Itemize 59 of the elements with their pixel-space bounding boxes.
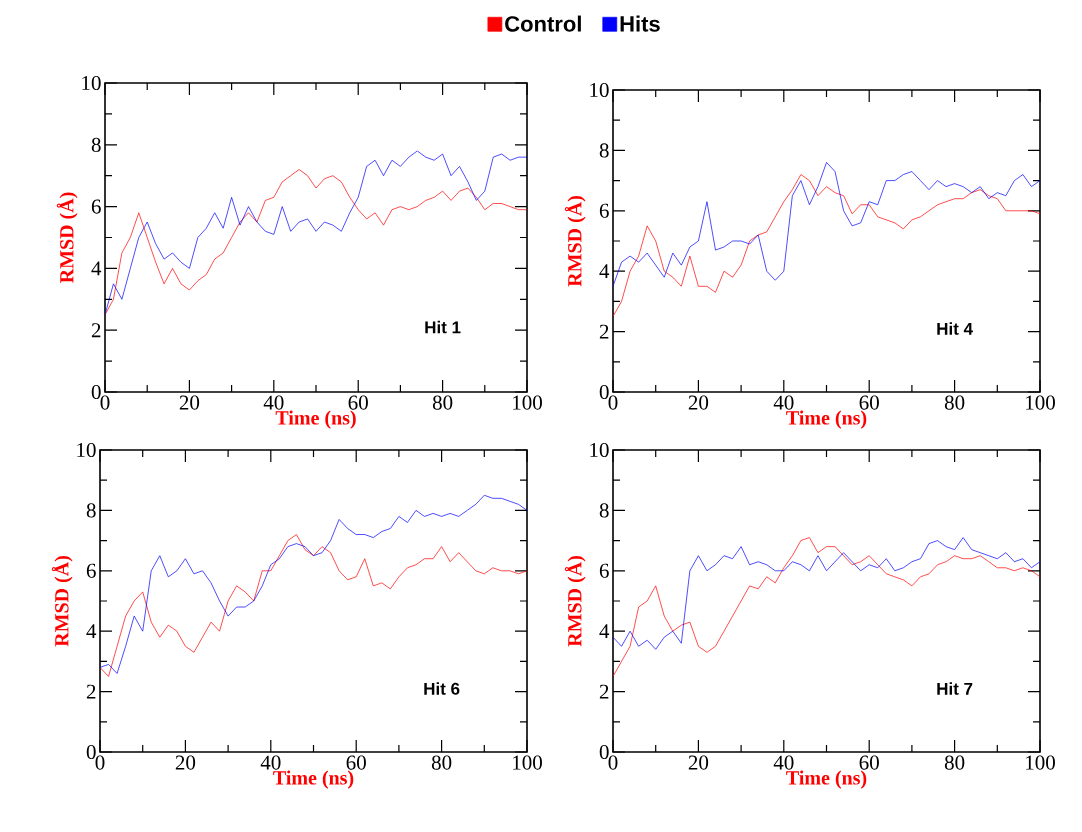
x-tick-label: 20 [175,755,196,770]
x-tick-label: 40 [263,395,284,410]
y-tick-label: 2 [86,684,96,699]
x-tick-label: 80 [944,755,965,770]
y-tick-label: 8 [86,503,96,518]
y-tick-label: 8 [91,137,101,152]
y-tick-label: 10 [590,442,609,458]
legend-label: Hits [620,15,660,32]
x-tick-label: 100 [1026,395,1055,410]
y-tick-label: 4 [599,624,610,639]
annotation: Hit 1 [425,320,461,334]
x-axis-title: Time (ns) [786,770,867,789]
x-tick-label: 100 [513,395,542,410]
x-tick-label: 100 [1026,755,1055,770]
y-tick-label: 0 [599,744,609,760]
annotation: Hit 6 [424,682,460,695]
y-tick-label: 4 [91,261,102,276]
legend-label: Control [505,15,581,32]
y-axis-title: RMSD (Å) [564,196,586,287]
x-tick-label: 20 [179,395,200,410]
x-tick-label: 40 [773,755,794,770]
y-tick-label: 8 [599,503,609,518]
y-axis-title: RMSD (Å) [56,192,78,283]
y-tick-label: 6 [86,563,96,578]
annotation: Hit 4 [937,322,973,335]
y-tick-label: 2 [599,684,609,699]
y-tick-label: 10 [77,442,96,458]
y-tick-label: 0 [599,384,609,400]
x-tick-label: 20 [688,755,709,770]
x-tick-label: 80 [431,755,452,770]
line-series [100,494,527,674]
x-tick-label: 20 [688,395,709,410]
y-tick-label: 2 [91,323,101,338]
y-tick-label: 4 [599,264,610,279]
x-tick-label: 60 [346,755,366,770]
y-tick-label: 2 [599,324,609,339]
y-axis-title: RMSD (Å) [564,556,586,647]
y-tick-label: 6 [91,199,101,214]
x-axis-title: Time (ns) [786,410,867,429]
y-tick-label: 0 [91,384,101,400]
y-tick-label: 8 [599,143,609,158]
x-tick-label: 60 [859,755,879,770]
x-tick-label: 40 [260,755,281,770]
x-axis-title: Time (ns) [275,410,356,429]
x-tick-label: 40 [773,395,794,410]
y-tick-label: 10 [82,75,101,91]
y-tick-label: 4 [86,624,97,639]
x-tick-label: 60 [859,395,879,410]
x-tick-label: 60 [348,395,368,410]
x-tick-label: 80 [944,395,965,410]
y-tick-label: 10 [590,82,609,98]
x-tick-label: 80 [432,395,453,410]
x-axis-title: Time (ns) [273,770,354,789]
y-tick-label: 6 [599,563,609,578]
y-axis-title: RMSD (Å) [51,556,73,647]
annotation: Hit 7 [937,682,973,695]
y-tick-label: 6 [599,203,609,218]
x-tick-label: 100 [513,755,542,770]
y-tick-label: 0 [86,744,96,760]
